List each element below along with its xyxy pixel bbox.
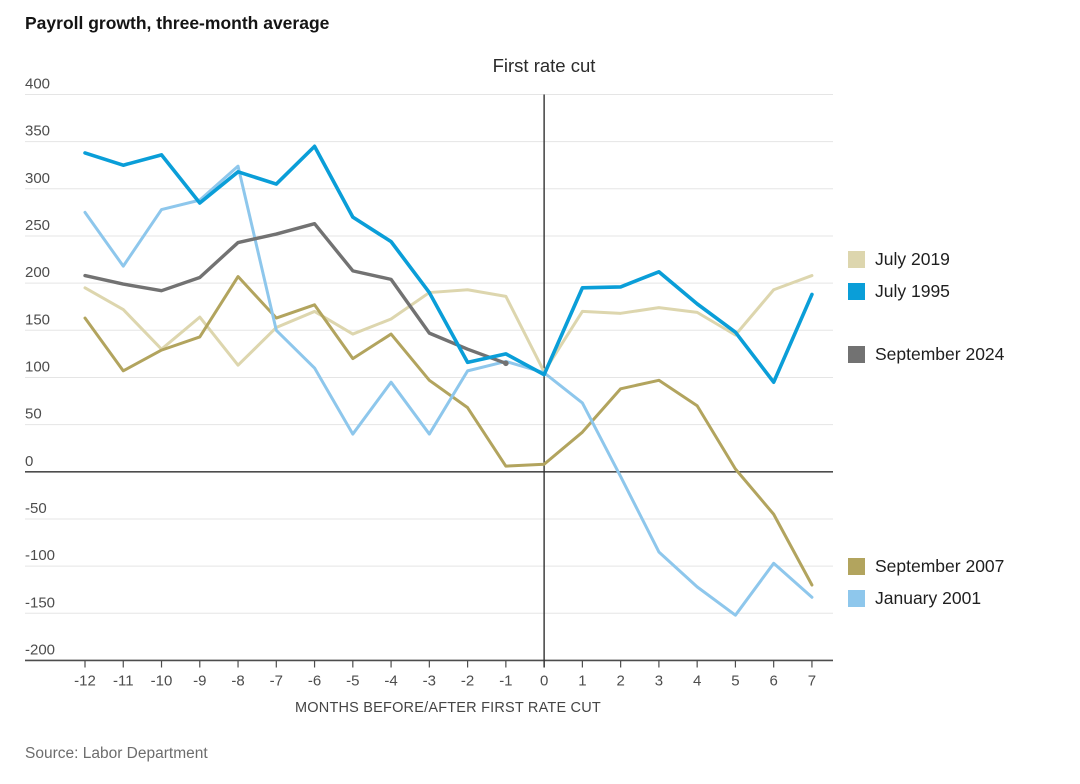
x-axis-title: MONTHS BEFORE/AFTER FIRST RATE CUT <box>295 700 601 716</box>
svg-text:-12: -12 <box>74 673 96 690</box>
svg-text:250: 250 <box>25 217 50 234</box>
legend-item-january-2001: January 2001 <box>848 588 981 608</box>
svg-text:2: 2 <box>616 673 624 690</box>
svg-text:-11: -11 <box>113 673 134 690</box>
svg-text:200: 200 <box>25 264 50 281</box>
legend-label-september-2007: September 2007 <box>875 555 1005 576</box>
svg-text:350: 350 <box>25 123 50 140</box>
svg-text:-6: -6 <box>308 673 321 690</box>
legend-swatch-september-2024 <box>848 345 865 363</box>
svg-text:0: 0 <box>540 673 548 690</box>
rate-cut-annotation: First rate cut <box>492 55 596 76</box>
svg-text:300: 300 <box>25 170 50 187</box>
svg-text:-9: -9 <box>193 673 206 690</box>
svg-text:-7: -7 <box>270 673 283 690</box>
svg-text:3: 3 <box>655 673 663 690</box>
svg-text:50: 50 <box>25 406 42 423</box>
legend-swatch-july-1995 <box>848 282 865 300</box>
svg-text:-150: -150 <box>25 594 55 611</box>
legend-swatch-september-2007 <box>848 557 865 575</box>
svg-text:7: 7 <box>808 673 816 690</box>
svg-text:150: 150 <box>25 311 50 328</box>
svg-text:-200: -200 <box>25 641 55 658</box>
svg-text:-4: -4 <box>384 673 397 690</box>
chart-title: Payroll growth, three-month average <box>25 13 330 33</box>
legend-swatch-july-2019 <box>848 250 865 268</box>
legend-label-january-2001: January 2001 <box>875 587 982 608</box>
svg-text:5: 5 <box>731 673 739 690</box>
svg-text:-100: -100 <box>25 547 55 564</box>
legend-item-july-2019: July 2019 <box>848 249 950 269</box>
svg-text:-3: -3 <box>423 673 436 690</box>
svg-text:4: 4 <box>693 673 701 690</box>
svg-text:400: 400 <box>25 75 50 92</box>
svg-text:100: 100 <box>25 358 50 375</box>
source-note: Source: Labor Department <box>25 745 208 762</box>
legend-label-july-2019: July 2019 <box>875 248 950 269</box>
svg-text:-50: -50 <box>25 500 47 517</box>
svg-text:0: 0 <box>25 453 33 470</box>
svg-text:-1: -1 <box>499 673 512 690</box>
svg-text:-5: -5 <box>346 673 359 690</box>
legend-label-september-2024: September 2024 <box>875 343 1005 364</box>
legend-label-july-1995: July 1995 <box>875 280 950 301</box>
legend-swatch-january-2001 <box>848 589 865 607</box>
legend-item-september-2007: September 2007 <box>848 556 1004 576</box>
svg-text:-10: -10 <box>151 673 173 690</box>
legend-item-july-1995: July 1995 <box>848 281 950 301</box>
svg-text:1: 1 <box>578 673 586 690</box>
svg-text:6: 6 <box>770 673 778 690</box>
legend-item-september-2024: September 2024 <box>848 344 1004 364</box>
svg-text:-2: -2 <box>461 673 474 690</box>
svg-text:-8: -8 <box>231 673 244 690</box>
